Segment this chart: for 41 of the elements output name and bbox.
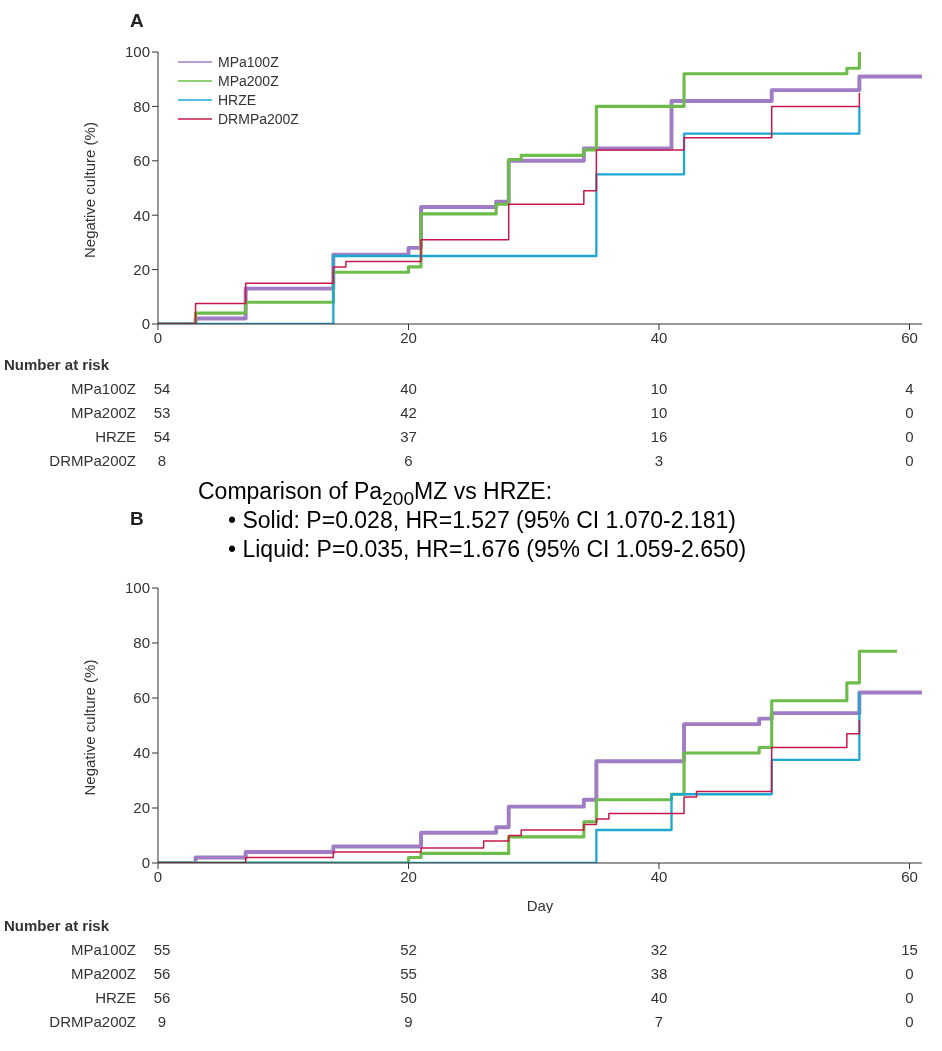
y-tick-label: 100 [124, 43, 150, 61]
text: MPa100Z 55 52 32 15 [70, 941, 918, 958]
text: Number at risk [4, 917, 110, 934]
y-tick-label: 80 [133, 634, 150, 652]
legend-label: HRZE [218, 91, 257, 108]
y-tick-label: 60 [133, 689, 150, 707]
legend-label: MPa100Z [218, 53, 279, 70]
x-tick-label: 60 [901, 867, 918, 885]
text: DRMPa200Z 8 6 3 0 [49, 452, 914, 469]
chart-title: B [130, 508, 144, 530]
text: MPa200Z 56 55 38 0 [70, 965, 914, 982]
x-tick-label: 0 [153, 328, 163, 346]
x-tick-label: 40 [650, 328, 668, 346]
y-tick-label: 20 [133, 799, 150, 817]
y-tick-label: 60 [133, 152, 150, 170]
x-tick-label: 20 [400, 328, 417, 346]
text: Comparison of Pa$_{200}$MZ vs HRZE: [198, 478, 553, 509]
y-tick-label: 0 [141, 854, 150, 872]
x-tick-label: 0 [153, 867, 163, 885]
y-tick-label: 20 [133, 260, 150, 278]
text: Number at risk [4, 356, 110, 373]
text: DRMPa200Z 9 9 7 0 [49, 1013, 914, 1030]
text: HRZE 56 50 40 0 [95, 989, 914, 1006]
y-axis-title: Negative culture (%) [81, 659, 99, 796]
text: HRZE 54 37 16 0 [95, 428, 914, 445]
y-tick-label: 80 [133, 97, 150, 115]
text: MPa100Z 54 40 10 4 [70, 380, 914, 397]
y-tick-label: 40 [133, 744, 150, 762]
x-tick-label: 40 [650, 867, 668, 885]
x-tick-label: 60 [901, 328, 918, 346]
text: • Liquid: P=0.035, HR=1.676 (95% CI 1.059-2.650) [228, 536, 747, 563]
x-tick-label: 20 [400, 867, 417, 885]
y-tick-label: 100 [124, 579, 150, 597]
text: • Solid: P=0.028, HR=1.527 (95% CI 1.070-2.181) [228, 507, 736, 534]
legend-label: DRMPa200Z [218, 110, 299, 127]
y-tick-label: 0 [141, 315, 150, 333]
chart-title: A [130, 10, 144, 32]
text: MPa200Z 53 42 10 0 [70, 404, 914, 421]
y-tick-label: 40 [133, 206, 150, 224]
y-axis-title: Negative culture (%) [81, 122, 99, 258]
legend-label: MPa200Z [218, 72, 279, 89]
